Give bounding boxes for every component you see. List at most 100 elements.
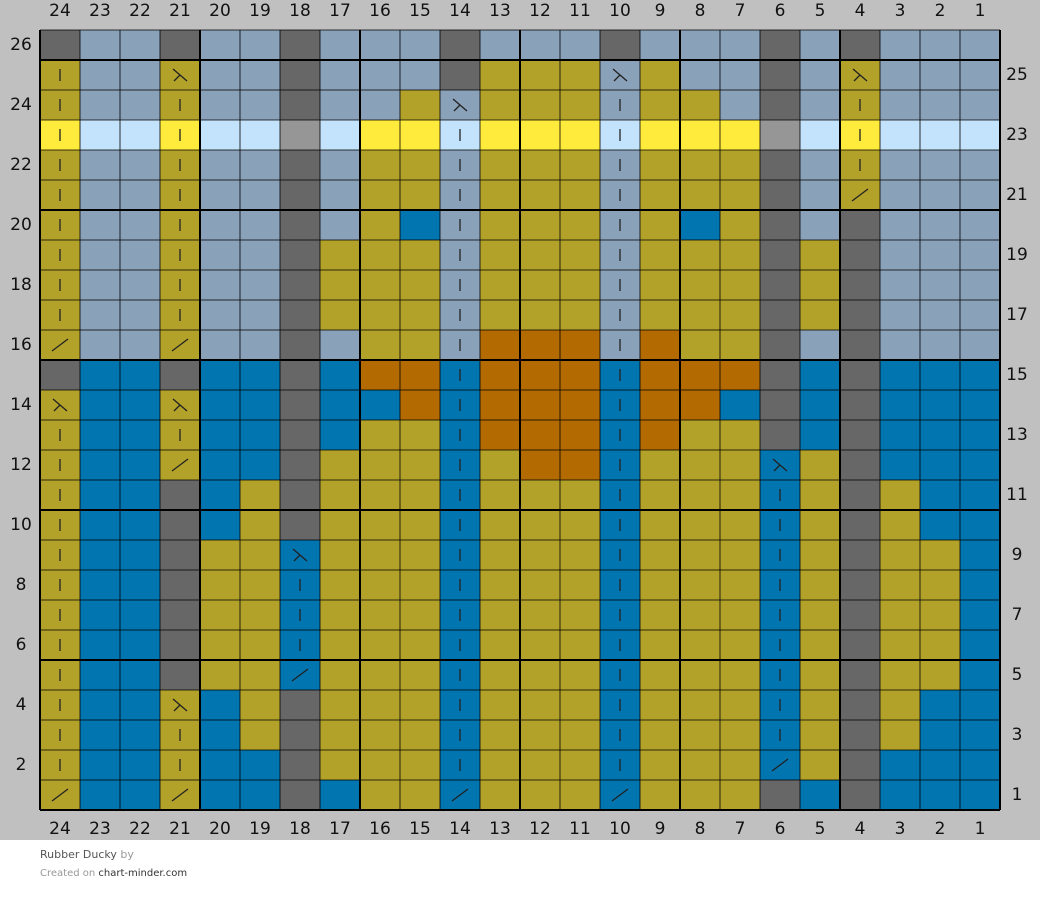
row-label-left: 20 (10, 215, 32, 235)
cell (280, 330, 320, 360)
cell (920, 60, 960, 90)
cell (280, 720, 320, 750)
cell (720, 330, 760, 360)
cell (760, 360, 800, 390)
cell (920, 30, 960, 60)
cell (320, 690, 360, 720)
cell (880, 420, 920, 450)
cell (80, 570, 120, 600)
cell (800, 720, 840, 750)
cell (360, 120, 400, 150)
cell (960, 690, 1000, 720)
cell (560, 510, 600, 540)
cell (280, 30, 320, 60)
cell (80, 330, 120, 360)
cell (880, 390, 920, 420)
cell (720, 570, 760, 600)
cell (520, 600, 560, 630)
column-label-bottom: 4 (855, 819, 866, 839)
cell (800, 600, 840, 630)
cell (520, 750, 560, 780)
cell (800, 660, 840, 690)
cell (400, 420, 440, 450)
cell (880, 690, 920, 720)
cell (480, 360, 520, 390)
cell (840, 750, 880, 780)
cell (840, 450, 880, 480)
by-label: by (120, 848, 134, 861)
cell (640, 600, 680, 630)
cell (920, 270, 960, 300)
cell (640, 270, 680, 300)
cell (520, 390, 560, 420)
cell (80, 450, 120, 480)
cell (520, 180, 560, 210)
cell (480, 30, 520, 60)
cell (560, 750, 600, 780)
cell (520, 480, 560, 510)
cell (560, 330, 600, 360)
cell (480, 60, 520, 90)
cell (680, 570, 720, 600)
decrease-left-symbol (612, 68, 628, 82)
cell (520, 720, 560, 750)
cell (40, 360, 80, 390)
cell (120, 330, 160, 360)
column-label-bottom: 19 (249, 819, 271, 839)
cell (240, 240, 280, 270)
stitch-symbols (51, 68, 869, 802)
cell (680, 690, 720, 720)
cell (320, 720, 360, 750)
cell (520, 450, 560, 480)
cell (320, 660, 360, 690)
column-label-top: 24 (49, 1, 71, 21)
cell (800, 570, 840, 600)
cell (960, 180, 1000, 210)
row-label-right: 13 (1006, 425, 1028, 445)
cell (360, 630, 400, 660)
cell (680, 780, 720, 810)
cell (960, 480, 1000, 510)
cell (320, 240, 360, 270)
cell (800, 630, 840, 660)
column-label-bottom: 8 (695, 819, 706, 839)
column-label-bottom: 14 (449, 819, 471, 839)
cell (760, 330, 800, 360)
cell (560, 150, 600, 180)
cell (680, 390, 720, 420)
cell (560, 570, 600, 600)
cell (240, 780, 280, 810)
cell (280, 240, 320, 270)
cell (200, 120, 240, 150)
cell (880, 330, 920, 360)
cell (960, 90, 1000, 120)
row-label-left: 16 (10, 335, 32, 355)
cell (800, 270, 840, 300)
cell (760, 30, 800, 60)
cell (160, 570, 200, 600)
cell (120, 180, 160, 210)
cell (480, 510, 520, 540)
cell (120, 360, 160, 390)
cell (920, 510, 960, 540)
cell (120, 750, 160, 780)
cell (960, 780, 1000, 810)
cell (720, 360, 760, 390)
cell (240, 270, 280, 300)
cell (120, 450, 160, 480)
cell (480, 330, 520, 360)
column-label-bottom: 22 (129, 819, 151, 839)
cell (200, 510, 240, 540)
cell (360, 390, 400, 420)
cell (840, 360, 880, 390)
cell (960, 360, 1000, 390)
cell (720, 660, 760, 690)
cell (280, 360, 320, 390)
cell (680, 150, 720, 180)
cell (160, 630, 200, 660)
cell (920, 300, 960, 330)
column-label-bottom: 18 (289, 819, 311, 839)
cell (800, 330, 840, 360)
cell (840, 780, 880, 810)
cell (560, 660, 600, 690)
